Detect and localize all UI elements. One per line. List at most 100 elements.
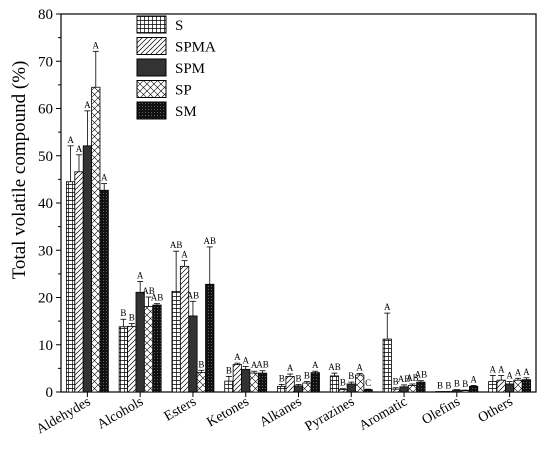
significance-letter: AB [328, 362, 341, 372]
significance-letter: AB [170, 240, 183, 250]
bar [399, 386, 409, 393]
bar [460, 390, 470, 393]
bar [521, 379, 532, 393]
x-tick-label: Alcohols [95, 394, 146, 432]
significance-letter: AB [203, 236, 216, 246]
y-tick-label: 70 [38, 54, 53, 70]
bar [505, 383, 515, 393]
legend-label: SM [175, 104, 197, 120]
bar [171, 290, 181, 393]
bar [293, 385, 304, 393]
significance-letter: A [93, 40, 100, 50]
bar [416, 381, 426, 393]
legend-swatch [136, 101, 167, 120]
bar [118, 326, 128, 393]
y-tick-label: 20 [38, 291, 53, 307]
bar [452, 389, 462, 393]
legend-swatch [136, 15, 167, 34]
x-tick-label: Others [476, 394, 516, 426]
bar [257, 372, 268, 393]
x-tick-label: Ketones [204, 394, 251, 430]
bar [363, 389, 373, 393]
bar [241, 368, 251, 393]
significance-letter: A [506, 371, 513, 381]
y-tick-label: 50 [38, 149, 53, 165]
bar [152, 304, 162, 393]
significance-letter: A [312, 360, 319, 370]
bar [74, 171, 84, 393]
significance-letter: A [515, 367, 522, 377]
bar [277, 385, 287, 393]
y-tick-label: 0 [46, 385, 54, 401]
bar [205, 283, 215, 393]
legend-label: SPM [175, 61, 205, 77]
bar [310, 372, 320, 393]
significance-letter: B [445, 381, 451, 391]
legend-label: SPMA [175, 40, 216, 56]
bar [346, 383, 356, 393]
significance-letter: A [470, 374, 477, 384]
significance-letter: A [101, 173, 108, 183]
bar [224, 380, 234, 393]
significance-letter: B [340, 378, 346, 388]
significance-letter: B [454, 379, 460, 389]
x-tick-label: Aromatic [357, 394, 410, 433]
legend-swatch [136, 37, 167, 55]
bar [488, 381, 498, 393]
significance-letter: A [137, 270, 144, 280]
bar [443, 391, 454, 393]
y-tick-label: 60 [38, 102, 53, 118]
significance-letter: A [242, 355, 249, 365]
bar [143, 306, 154, 393]
significance-letter: B [348, 371, 354, 381]
significance-letter: A [234, 352, 241, 362]
bar [355, 374, 365, 393]
bar [249, 372, 259, 393]
significance-letter: B [304, 371, 310, 381]
significance-letter: B [129, 312, 135, 322]
significance-letter: B [279, 373, 285, 383]
x-tick-label: Olefins [420, 394, 463, 428]
bar [135, 291, 145, 393]
significance-letter: A [356, 363, 363, 373]
y-tick-label: 80 [38, 7, 53, 23]
x-tick-label: Alkanes [257, 394, 304, 430]
bar [232, 364, 242, 393]
bar [302, 382, 312, 393]
significance-letter: A [384, 302, 391, 312]
bar [285, 376, 295, 393]
bar [188, 315, 198, 393]
legend: S SPMA SPM SP SM [136, 15, 216, 120]
bar [435, 391, 445, 393]
bar [99, 189, 109, 393]
bar [82, 145, 92, 393]
y-axis-label: Total volatile compound (%) [9, 61, 30, 280]
significance-letter: AB [187, 290, 200, 300]
significance-letter: AB [151, 293, 164, 303]
significance-letter: AB [256, 360, 269, 370]
bar [391, 388, 401, 393]
x-tick-label: Esters [162, 394, 199, 424]
significance-letter: A [67, 135, 74, 145]
bar [65, 181, 76, 393]
legend-swatch [136, 58, 167, 77]
bar [196, 372, 206, 393]
y-tick-label: 10 [38, 338, 53, 354]
significance-letter: AB [398, 374, 411, 384]
legend-swatch [136, 80, 167, 98]
significance-letter: B [393, 377, 399, 387]
legend-label: S [175, 18, 183, 34]
bar [127, 325, 137, 393]
bar [329, 375, 340, 393]
bar [496, 379, 506, 393]
plot-area: 01020304050607080AldehydesAAAAAAlcoholsB… [34, 7, 537, 437]
x-tick-label: Pyrazines [303, 394, 358, 434]
significance-letter: B [437, 381, 443, 391]
x-tick-label: Aldehydes [34, 394, 93, 437]
bar [382, 338, 392, 393]
significance-letter: C [365, 378, 371, 388]
bar [469, 385, 479, 393]
significance-letter: B [295, 373, 301, 383]
significance-letter: AB [406, 373, 419, 383]
